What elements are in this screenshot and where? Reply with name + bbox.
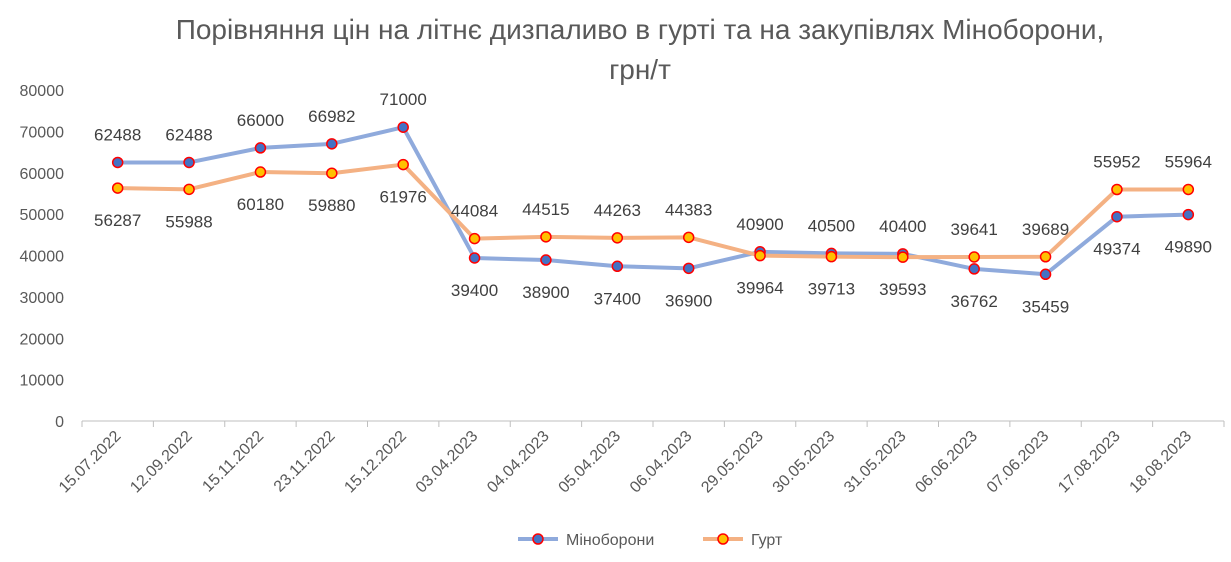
data-label: 44383 [665,200,712,219]
y-tick-label: 80000 [20,83,65,100]
series-1-point [397,121,409,133]
x-tick-label: 12.09.2022 [127,428,196,497]
series-2-point [825,250,838,263]
series-1-point [1111,210,1123,223]
y-tick-label: 0 [55,414,64,431]
data-label: 49890 [1165,238,1212,257]
chart-title: Порівняння цін на літнє дизпаливо в гурт… [80,10,1200,90]
x-tick-label: 30.05.2023 [770,428,839,497]
x-tick-label: 17.08.2023 [1055,428,1124,497]
series-line-1 [115,125,1191,277]
y-tick-label: 70000 [20,124,65,141]
data-label: 44084 [451,202,498,221]
data-label: 35459 [1022,297,1069,316]
series-2-point [540,231,552,243]
data-label: 44515 [522,200,569,219]
legend-label-2: Гурт [751,532,783,549]
series-2-point [397,158,409,171]
data-label: 55964 [1165,152,1212,171]
data-label: 62488 [94,125,141,144]
series-2-point [1111,183,1123,196]
y-tick-label: 20000 [20,331,65,348]
series-1-point [111,156,124,169]
data-label: 66000 [237,111,284,130]
data-label: 66982 [308,107,355,126]
y-tick-label: 50000 [20,207,65,224]
data-label: 39593 [879,280,926,299]
series-2-point [897,251,909,263]
series-2-point [111,182,124,194]
x-tick-label: 29.05.2023 [698,428,767,497]
data-label: 59880 [308,196,355,215]
data-label: 39641 [951,220,998,239]
data-label: 56287 [94,211,141,230]
x-tick-label: 31.05.2023 [841,428,910,497]
data-label: 55988 [165,212,212,231]
data-label: 38900 [522,283,569,302]
y-tick-label: 10000 [20,373,65,390]
data-label: 55952 [1093,152,1140,171]
data-label: 61976 [380,188,427,207]
data-label: 39400 [451,281,498,300]
x-tick-label: 03.04.2023 [413,428,482,497]
series-1-point [611,260,624,273]
x-tick-label: 06.04.2023 [627,428,696,497]
y-tick-label: 60000 [20,166,65,183]
series-2-point [468,232,481,245]
x-tick-label: 15.11.2022 [199,428,267,496]
data-label: 49374 [1093,240,1140,259]
data-label: 36762 [951,292,998,311]
data-label: 40900 [736,215,783,234]
data-label: 39713 [808,280,855,299]
data-label: 71000 [380,90,427,109]
data-label: 37400 [594,289,641,308]
y-tick-label: 40000 [20,249,65,266]
legend-label-1: Міноборони [566,532,654,549]
data-label: 40400 [879,217,926,236]
data-label: 39964 [736,279,783,298]
x-tick-label: 07.06.2023 [984,428,1053,497]
x-tick-label: 04.04.2023 [484,428,553,497]
x-tick-label: 15.07.2022 [56,428,125,497]
chart-title-line-1: Порівняння цін на літнє дизпаливо в гурт… [175,14,1105,45]
x-tick-label: 23.11.2022 [271,428,339,496]
series-1-point [540,254,552,266]
x-tick-label: 06.06.2023 [912,428,981,497]
series-1-point [1039,268,1052,281]
series-1-point [254,142,267,154]
data-label: 62488 [165,125,212,144]
data-label: 40500 [808,216,855,235]
data-label: 44263 [594,201,641,220]
series-1-point [326,138,338,150]
x-tick-label: 18.08.2023 [1126,428,1195,497]
series-1-point [183,156,195,169]
legend-marker-1 [532,533,544,545]
series-1-point [1182,208,1195,221]
legend-marker-2 [717,533,729,545]
x-tick-label: 05.04.2023 [555,428,624,497]
series-2-point [754,249,766,262]
series-2-point [1182,183,1195,196]
series-2-point [183,183,195,196]
series-2-point [968,251,980,263]
data-label: 39689 [1022,220,1069,239]
series-line-2 [115,162,1191,260]
series-2-point [254,166,267,178]
series-1-point [468,252,481,264]
y-tick-label: 30000 [20,290,65,307]
series-1-point [682,262,695,275]
data-label: 36900 [665,291,712,310]
series-2-point [326,167,338,179]
series-2-point [682,231,695,244]
x-tick-label: 15.12.2022 [341,428,410,497]
chart-title-line-2: грн/т [609,54,671,85]
series-2-point [611,232,624,244]
data-label: 60180 [237,195,284,214]
series-2-point [1039,251,1052,263]
series-1-point [968,263,980,275]
